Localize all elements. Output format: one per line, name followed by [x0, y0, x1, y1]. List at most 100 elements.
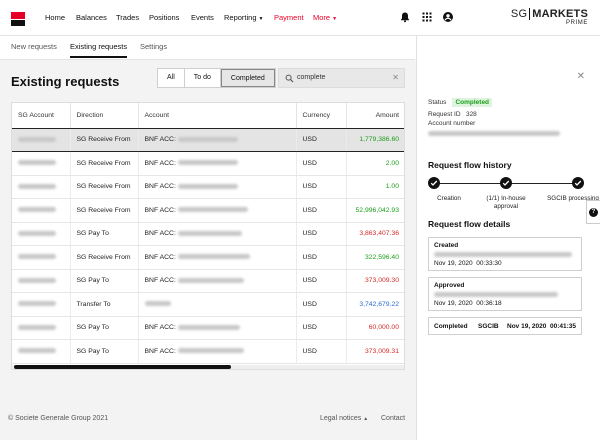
- account-cell: BNF ACC:: [138, 316, 297, 340]
- apps-grid-icon[interactable]: [421, 11, 433, 23]
- request-id-label: Request ID: [428, 111, 461, 118]
- amount-cell: 1.00: [346, 175, 404, 199]
- sg-account-cell: [12, 222, 71, 246]
- tab-existing-requests[interactable]: Existing requests: [70, 42, 128, 58]
- nav-positions[interactable]: Positions: [149, 13, 180, 22]
- column-header-direction[interactable]: Direction: [70, 103, 139, 129]
- account-prefix: BNF ACC:: [144, 136, 176, 144]
- legal-notices-label: Legal notices: [320, 415, 362, 422]
- footer: © Societe Generale Group 2021 Legal noti…: [0, 403, 416, 440]
- requests-table: SG Account Direction Account Currency Am…: [11, 102, 405, 370]
- filter-all-button[interactable]: All: [158, 69, 185, 87]
- account-cell: BNF ACC:: [138, 175, 297, 199]
- currency-cell: USD: [296, 151, 347, 176]
- direction-cell: SG Receive From: [70, 175, 139, 199]
- sg-account-cell: [12, 151, 71, 176]
- status-row: Status Completed: [428, 98, 493, 107]
- caret-down-icon: ▼: [258, 16, 264, 22]
- created-label: Created: [434, 242, 459, 249]
- help-tab[interactable]: ?: [586, 200, 600, 224]
- table-row[interactable]: SG Pay To BNF ACC: USD 373,009.31: [12, 339, 404, 364]
- help-question-icon: ?: [589, 208, 598, 217]
- contact-link[interactable]: Contact: [381, 415, 406, 422]
- currency-cell: USD: [296, 222, 347, 246]
- amount-cell: 3,742,679.22: [346, 292, 404, 317]
- created-card: Created Nov 19, 2020 00:33:30: [428, 237, 582, 271]
- flow-step-sgcib-processing: SGCIB processing: [547, 195, 599, 202]
- sg-account-cell: [12, 128, 71, 152]
- completed-time: 00:41:35: [550, 323, 577, 330]
- brand-prime: PRIME: [565, 20, 588, 26]
- account-number-label: Account number: [428, 120, 476, 127]
- flow-step-creation: Creation: [437, 195, 461, 202]
- account-prefix: BNF ACC:: [144, 159, 176, 167]
- completed-label: Completed: [434, 323, 468, 330]
- table-row[interactable]: SG Pay To BNF ACC: USD 373,009.30: [12, 269, 404, 293]
- account-cell: BNF ACC:: [138, 151, 297, 176]
- completed-timestamp: Nov 19, 2020 00:41:35: [507, 323, 576, 330]
- amount-cell: 52,996,042.93: [346, 198, 404, 223]
- currency-cell: USD: [296, 245, 347, 270]
- table-row[interactable]: SG Pay To BNF ACC: USD 3,863,407.36: [12, 222, 404, 246]
- table-row[interactable]: SG Receive From BNF ACC: USD 52,996,042.93: [12, 198, 404, 223]
- direction-cell: SG Pay To: [70, 222, 139, 246]
- direction-cell: SG Receive From: [70, 198, 139, 223]
- filter-todo-button[interactable]: To do: [184, 69, 221, 87]
- completed-date: Nov 19, 2020: [507, 323, 547, 330]
- request-id-value: 328: [465, 111, 477, 118]
- legal-notices-link[interactable]: Legal notices ▲: [320, 415, 368, 422]
- nav-reporting[interactable]: Reporting ▼: [224, 13, 263, 22]
- horizontal-scrollbar[interactable]: [12, 365, 404, 369]
- nav-balances[interactable]: Balances: [76, 13, 107, 22]
- created-time: 00:33:30: [476, 260, 502, 267]
- sg-logo[interactable]: [11, 12, 25, 26]
- amount-cell: 322,596.40: [346, 245, 404, 270]
- column-header-sg-account[interactable]: SG Account: [12, 103, 71, 129]
- flow-step-check-icon: [500, 177, 512, 189]
- currency-cell: USD: [296, 316, 347, 340]
- status-badge: Completed: [452, 98, 493, 107]
- table-row[interactable]: SG Receive From BNF ACC: USD 322,596.40: [12, 245, 404, 270]
- approved-by-value: [434, 291, 558, 298]
- currency-cell: USD: [296, 198, 347, 223]
- user-account-icon[interactable]: [442, 11, 454, 23]
- flow-step-check-icon: [428, 177, 440, 189]
- sg-account-cell: [12, 292, 71, 317]
- nav-home[interactable]: Home: [45, 13, 66, 22]
- table-row[interactable]: SG Pay To BNF ACC: USD 60,000.00: [12, 316, 404, 340]
- account-cell: BNF ACC:: [138, 198, 297, 223]
- top-navigation: Home Balances Trades Positions Events Re…: [0, 0, 600, 36]
- table-row[interactable]: Transfer To USD 3,742,679.22: [12, 292, 404, 317]
- table-row[interactable]: SG Receive From BNF ACC: USD 1,779,386.60: [12, 128, 404, 152]
- caret-down-icon: ▼: [332, 16, 338, 22]
- nav-events[interactable]: Events: [191, 13, 214, 22]
- clear-search-icon[interactable]: ✕: [392, 73, 399, 82]
- tab-settings[interactable]: Settings: [140, 42, 168, 51]
- column-header-currency[interactable]: Currency: [296, 103, 347, 129]
- history-title: Request flow history: [428, 160, 512, 170]
- nav-more[interactable]: More ▼: [313, 13, 337, 22]
- account-number-value: [428, 130, 560, 137]
- approved-time: 00:36:18: [476, 300, 502, 307]
- column-header-account[interactable]: Account: [138, 103, 297, 129]
- sg-account-cell: [12, 245, 71, 270]
- search-input[interactable]: complete ✕: [278, 68, 405, 88]
- nav-payment[interactable]: Payment: [274, 13, 304, 22]
- account-prefix: BNF ACC:: [144, 230, 176, 238]
- column-header-amount[interactable]: Amount: [346, 103, 404, 129]
- table-row[interactable]: SG Receive From BNF ACC: USD 1.00: [12, 175, 404, 199]
- close-panel-icon[interactable]: ✕: [576, 71, 585, 82]
- created-by-value: [434, 251, 572, 258]
- table-row[interactable]: SG Receive From BNF ACC: USD 2.00: [12, 151, 404, 176]
- tab-new-requests[interactable]: New requests: [11, 42, 57, 51]
- copyright-text: © Societe Generale Group 2021: [8, 415, 109, 422]
- sg-account-cell: [12, 175, 71, 199]
- bell-icon[interactable]: [399, 11, 411, 23]
- account-prefix: BNF ACC:: [144, 253, 176, 261]
- flow-step-in-house-approval: (1/1) In-house approval: [486, 195, 526, 210]
- amount-cell: 2.00: [346, 151, 404, 176]
- nav-trades[interactable]: Trades: [116, 13, 140, 22]
- scrollbar-thumb[interactable]: [14, 365, 231, 369]
- nav-more-label: More: [313, 13, 331, 22]
- filter-completed-button[interactable]: Completed: [220, 69, 275, 87]
